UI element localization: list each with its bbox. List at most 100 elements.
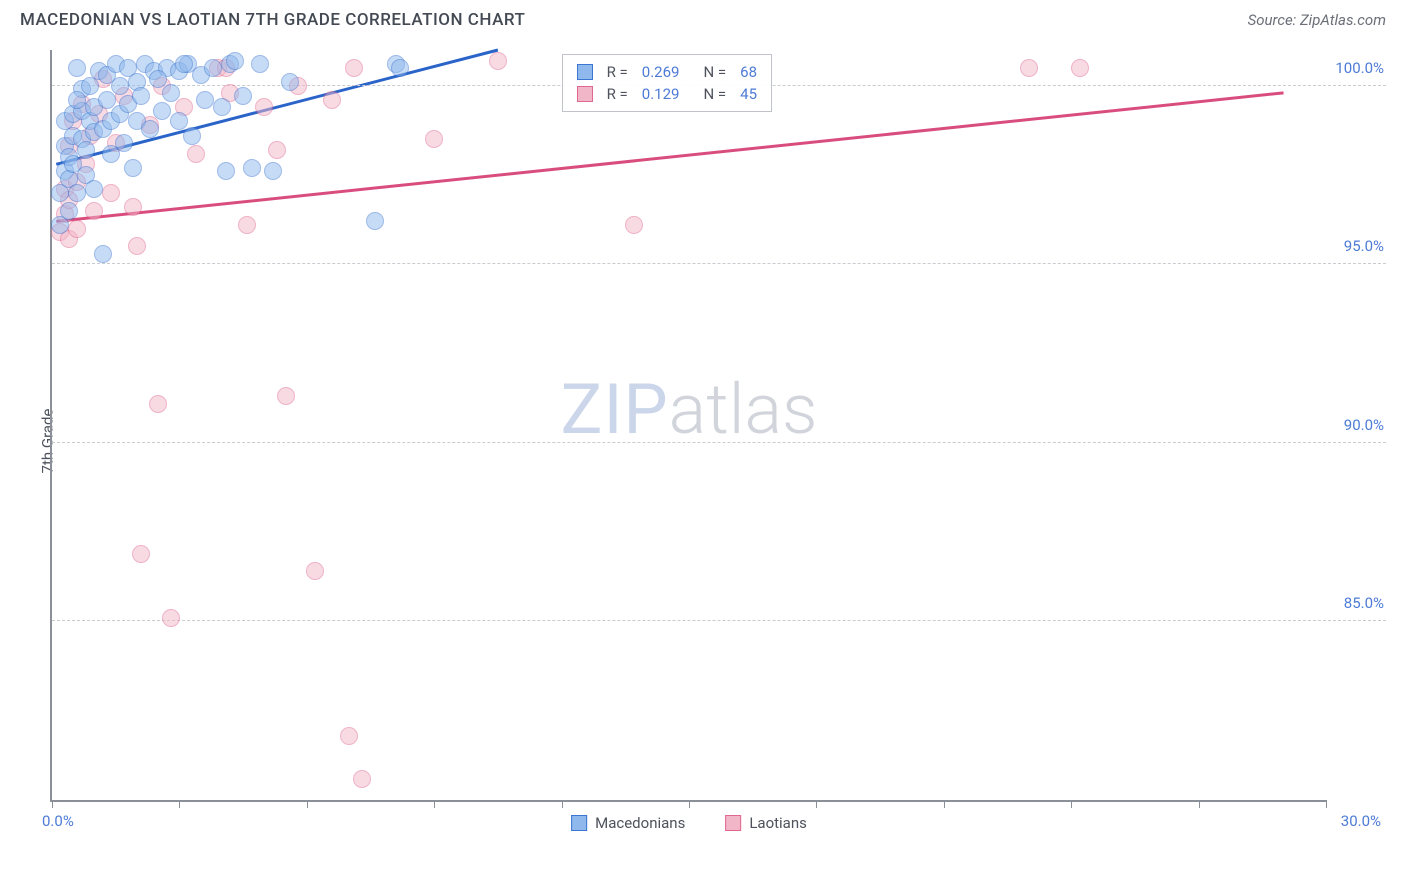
n-label: N = (703, 63, 726, 81)
scatter-point (234, 87, 252, 105)
scatter-point (162, 609, 180, 627)
y-tick-label: 95.0% (1329, 237, 1384, 255)
scatter-point (391, 59, 409, 77)
scatter-point (243, 159, 261, 177)
scatter-point (323, 91, 341, 109)
y-gridline (52, 442, 1386, 443)
scatter-point (345, 59, 363, 77)
correlation-legend: R =0.269N =68R =0.129N =45 (562, 54, 772, 112)
scatter-point (132, 545, 150, 563)
y-gridline (52, 620, 1386, 621)
watermark-atlas: atlas (669, 369, 818, 451)
scatter-point (187, 145, 205, 163)
scatter-point (366, 212, 384, 230)
scatter-point (625, 216, 643, 234)
series-legend: Macedonians Laotians (571, 814, 807, 832)
scatter-point (175, 55, 193, 73)
x-tick (307, 800, 308, 808)
scatter-point (1071, 59, 1089, 77)
scatter-point (1020, 59, 1038, 77)
scatter-point (115, 134, 133, 152)
legend-swatch (725, 815, 741, 831)
scatter-point (264, 162, 282, 180)
scatter-point (149, 70, 167, 88)
x-tick (179, 800, 180, 808)
scatter-point (132, 87, 150, 105)
x-tick (1326, 800, 1327, 808)
scatter-point (77, 141, 95, 159)
x-tick (562, 800, 563, 808)
scatter-point (226, 52, 244, 70)
scatter-point (124, 198, 142, 216)
r-value: 0.129 (642, 85, 680, 103)
scatter-point (489, 52, 507, 70)
legend-item: Laotians (725, 814, 807, 832)
scatter-point (149, 395, 167, 413)
trend-line (56, 93, 1283, 222)
y-tick-label: 100.0% (1329, 59, 1384, 77)
scatter-point (217, 162, 235, 180)
scatter-point (153, 102, 171, 120)
r-label: R = (607, 63, 628, 81)
x-tick (434, 800, 435, 808)
chart-title: MACEDONIAN VS LAOTIAN 7TH GRADE CORRELAT… (20, 10, 525, 30)
x-tick (52, 800, 53, 808)
watermark: ZIPatlas (561, 369, 818, 451)
scatter-point (124, 159, 142, 177)
r-label: R = (607, 85, 628, 103)
n-value: 45 (740, 85, 757, 103)
correlation-swatch (577, 64, 593, 80)
x-max-label: 30.0% (1341, 812, 1381, 830)
scatter-point (340, 727, 358, 745)
scatter-point (196, 91, 214, 109)
plot-wrap: 7th Grade ZIPatlas 85.0%90.0%95.0%100.0%… (50, 50, 1386, 832)
scatter-point (128, 237, 146, 255)
n-label: N = (703, 85, 726, 103)
scatter-point (68, 184, 86, 202)
scatter-point (255, 98, 273, 116)
scatter-point (281, 73, 299, 91)
scatter-point (102, 184, 120, 202)
scatter-point (238, 216, 256, 234)
scatter-point (251, 55, 269, 73)
correlation-row: R = 0.129 N = 45 (577, 83, 757, 105)
y-tick-label: 85.0% (1329, 594, 1384, 612)
scatter-point (60, 202, 78, 220)
scatter-point (85, 180, 103, 198)
legend-item: Macedonians (571, 814, 685, 832)
scatter-point (204, 59, 222, 77)
scatter-point (213, 98, 231, 116)
scatter-point (183, 127, 201, 145)
scatter-point (68, 59, 86, 77)
x-tick (1071, 800, 1072, 808)
r-value: 0.269 (642, 63, 680, 81)
scatter-point (353, 770, 371, 788)
scatter-point (141, 120, 159, 138)
x-tick (689, 800, 690, 808)
chart-source: Source: ZipAtlas.com (1248, 11, 1386, 29)
scatter-point (85, 202, 103, 220)
scatter-point (94, 245, 112, 263)
scatter-point (268, 141, 286, 159)
x-min-label: 0.0% (42, 812, 74, 830)
correlation-row: R =0.269N =68 (577, 61, 757, 83)
scatter-point (111, 77, 129, 95)
scatter-point (162, 84, 180, 102)
y-tick-label: 90.0% (1329, 416, 1384, 434)
legend-label: Macedonians (595, 814, 685, 832)
x-tick (816, 800, 817, 808)
legend-label: Laotians (749, 814, 807, 832)
chart-header: MACEDONIAN VS LAOTIAN 7TH GRADE CORRELAT… (0, 0, 1406, 38)
plot-area: ZIPatlas 85.0%90.0%95.0%100.0%0.0%30.0%M… (50, 50, 1326, 802)
scatter-point (425, 130, 443, 148)
x-tick (944, 800, 945, 808)
correlation-swatch (577, 86, 593, 102)
scatter-point (277, 387, 295, 405)
x-tick (1199, 800, 1200, 808)
scatter-point (68, 91, 86, 109)
y-gridline (52, 263, 1386, 264)
scatter-point (68, 220, 86, 238)
watermark-zip: ZIP (561, 369, 669, 451)
legend-swatch (571, 815, 587, 831)
scatter-point (306, 562, 324, 580)
